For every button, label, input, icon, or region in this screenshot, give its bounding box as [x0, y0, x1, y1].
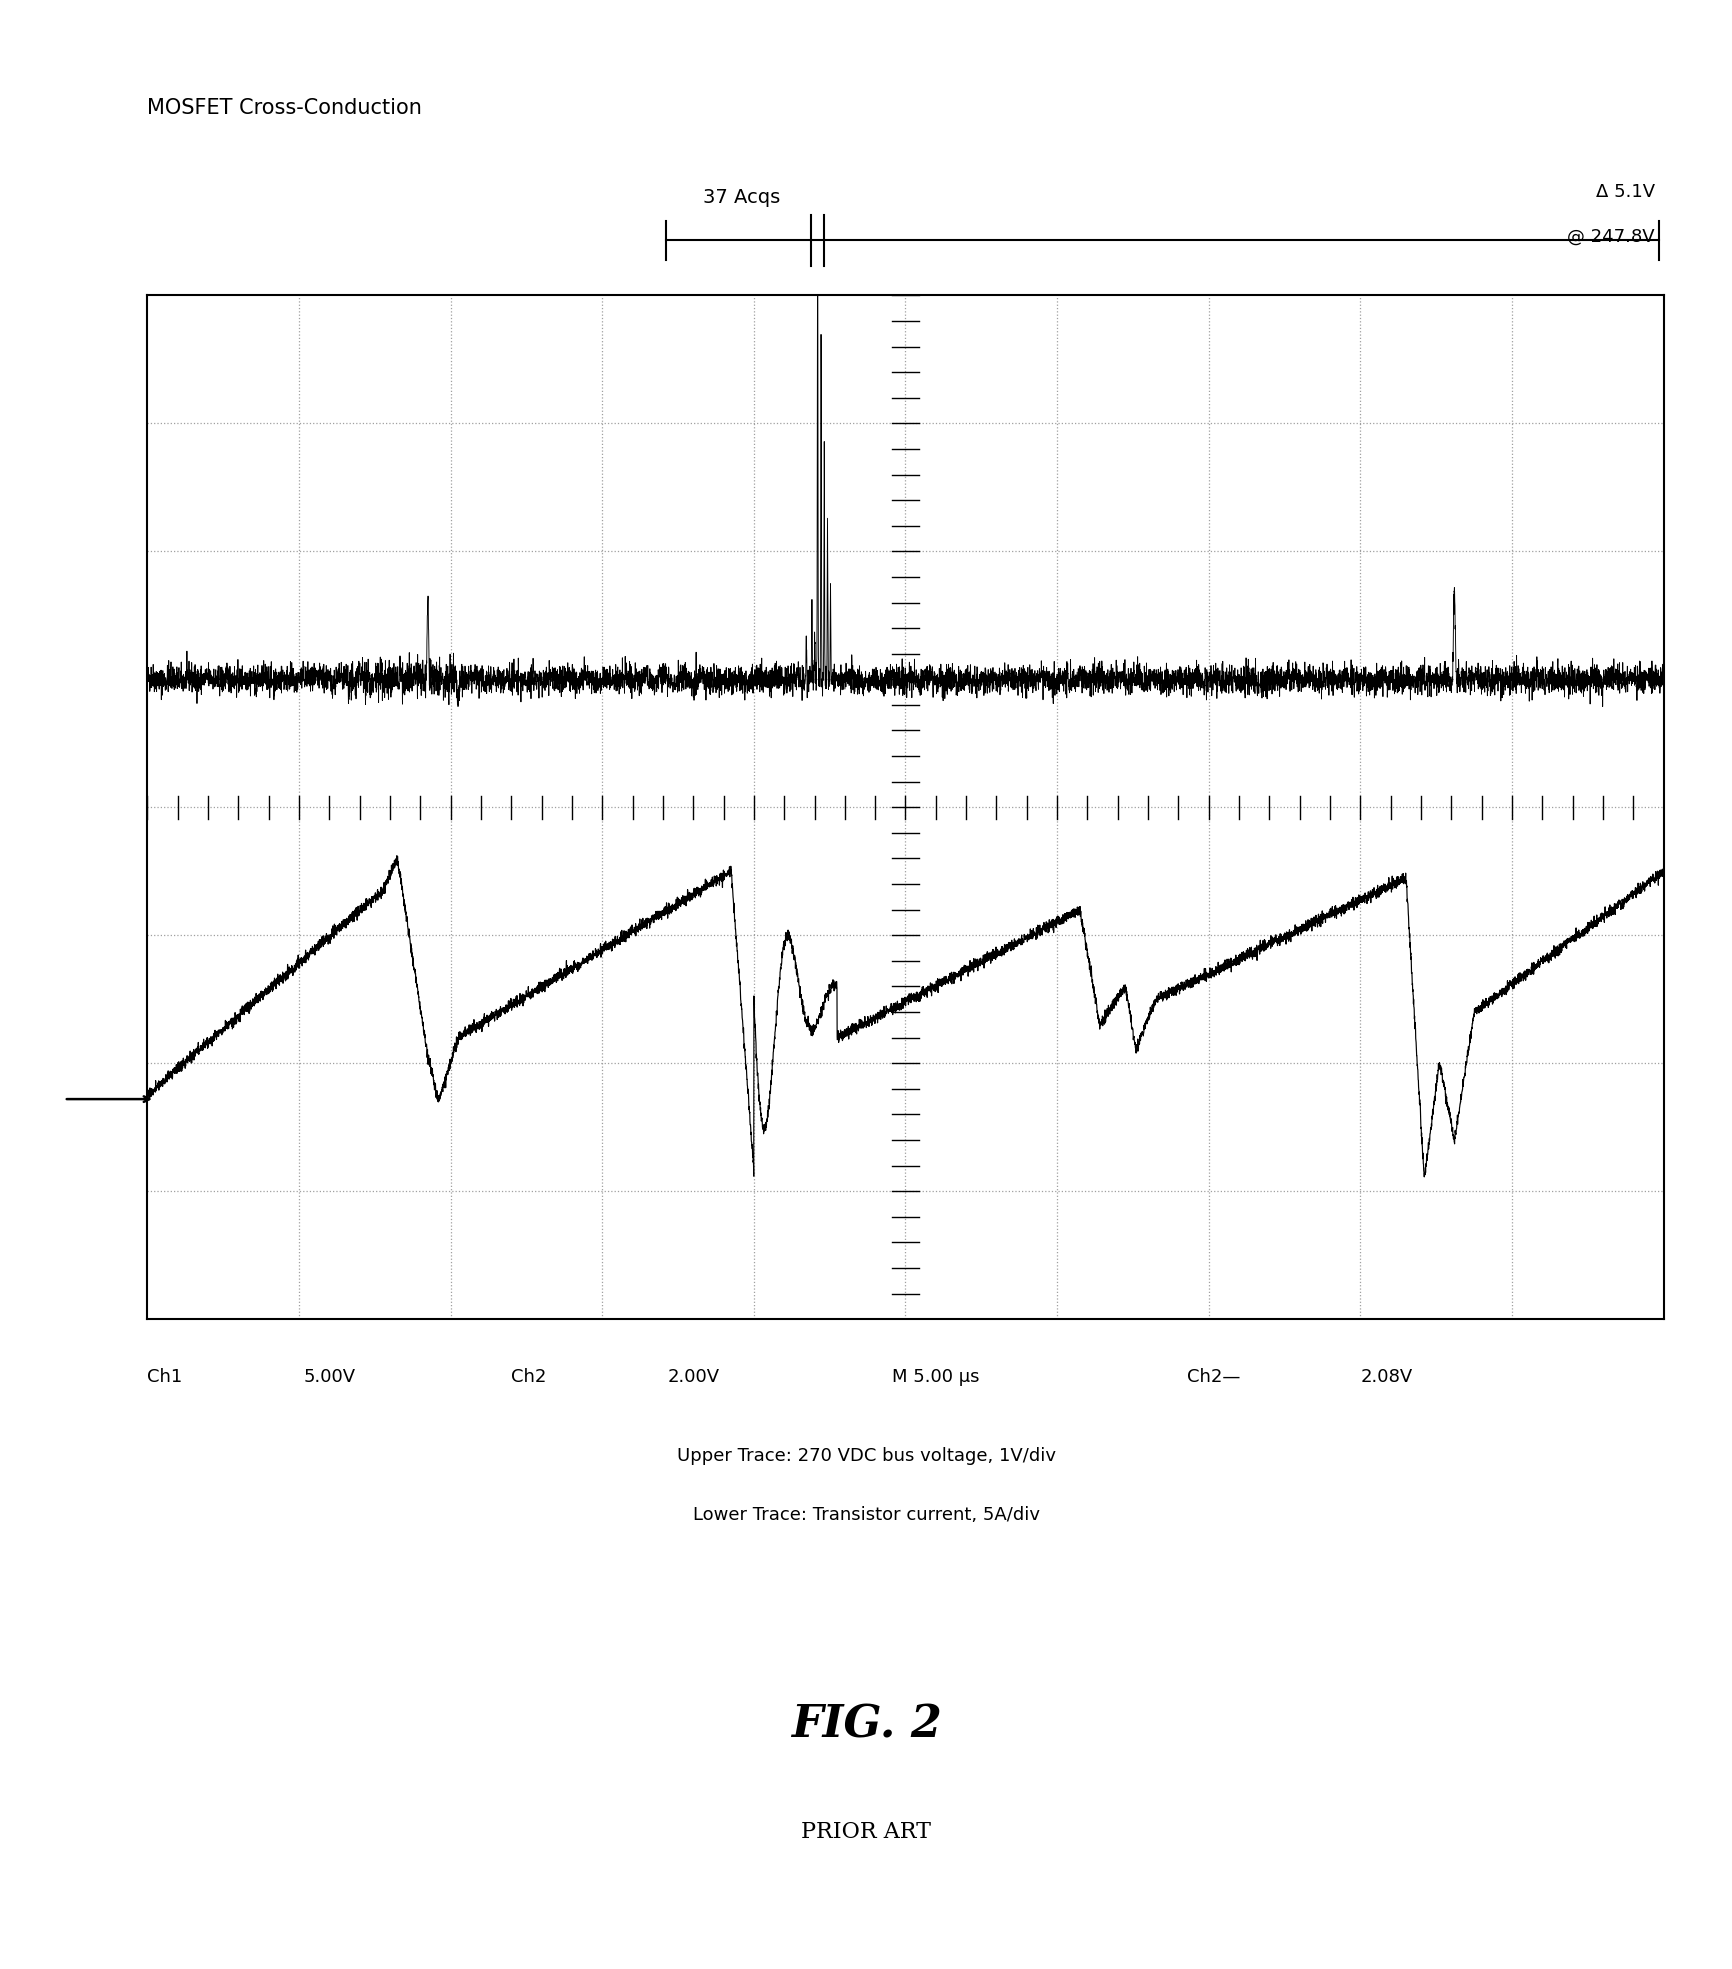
Text: Δ 5.1V: Δ 5.1V [1595, 183, 1654, 201]
Text: MOSFET Cross-Conduction: MOSFET Cross-Conduction [147, 98, 423, 118]
Text: Ch2—: Ch2— [1186, 1368, 1240, 1386]
Text: FIG. 2: FIG. 2 [790, 1703, 942, 1747]
Text: 2.08V: 2.08V [1360, 1368, 1412, 1386]
Text: 2.00V: 2.00V [667, 1368, 719, 1386]
Text: 37 Acqs: 37 Acqs [703, 187, 779, 207]
Text: Lower Trace: Transistor current, 5A/div: Lower Trace: Transistor current, 5A/div [693, 1506, 1039, 1524]
Text: @ 247.8V: @ 247.8V [1566, 228, 1654, 246]
Text: M 5.00 μs: M 5.00 μs [892, 1368, 979, 1386]
Text: Ch2: Ch2 [511, 1368, 546, 1386]
Text: Ch1: Ch1 [147, 1368, 182, 1386]
Text: 5.00V: 5.00V [303, 1368, 355, 1386]
Text: PRIOR ART: PRIOR ART [800, 1821, 932, 1843]
Text: Upper Trace: 270 VDC bus voltage, 1V/div: Upper Trace: 270 VDC bus voltage, 1V/div [677, 1447, 1055, 1465]
